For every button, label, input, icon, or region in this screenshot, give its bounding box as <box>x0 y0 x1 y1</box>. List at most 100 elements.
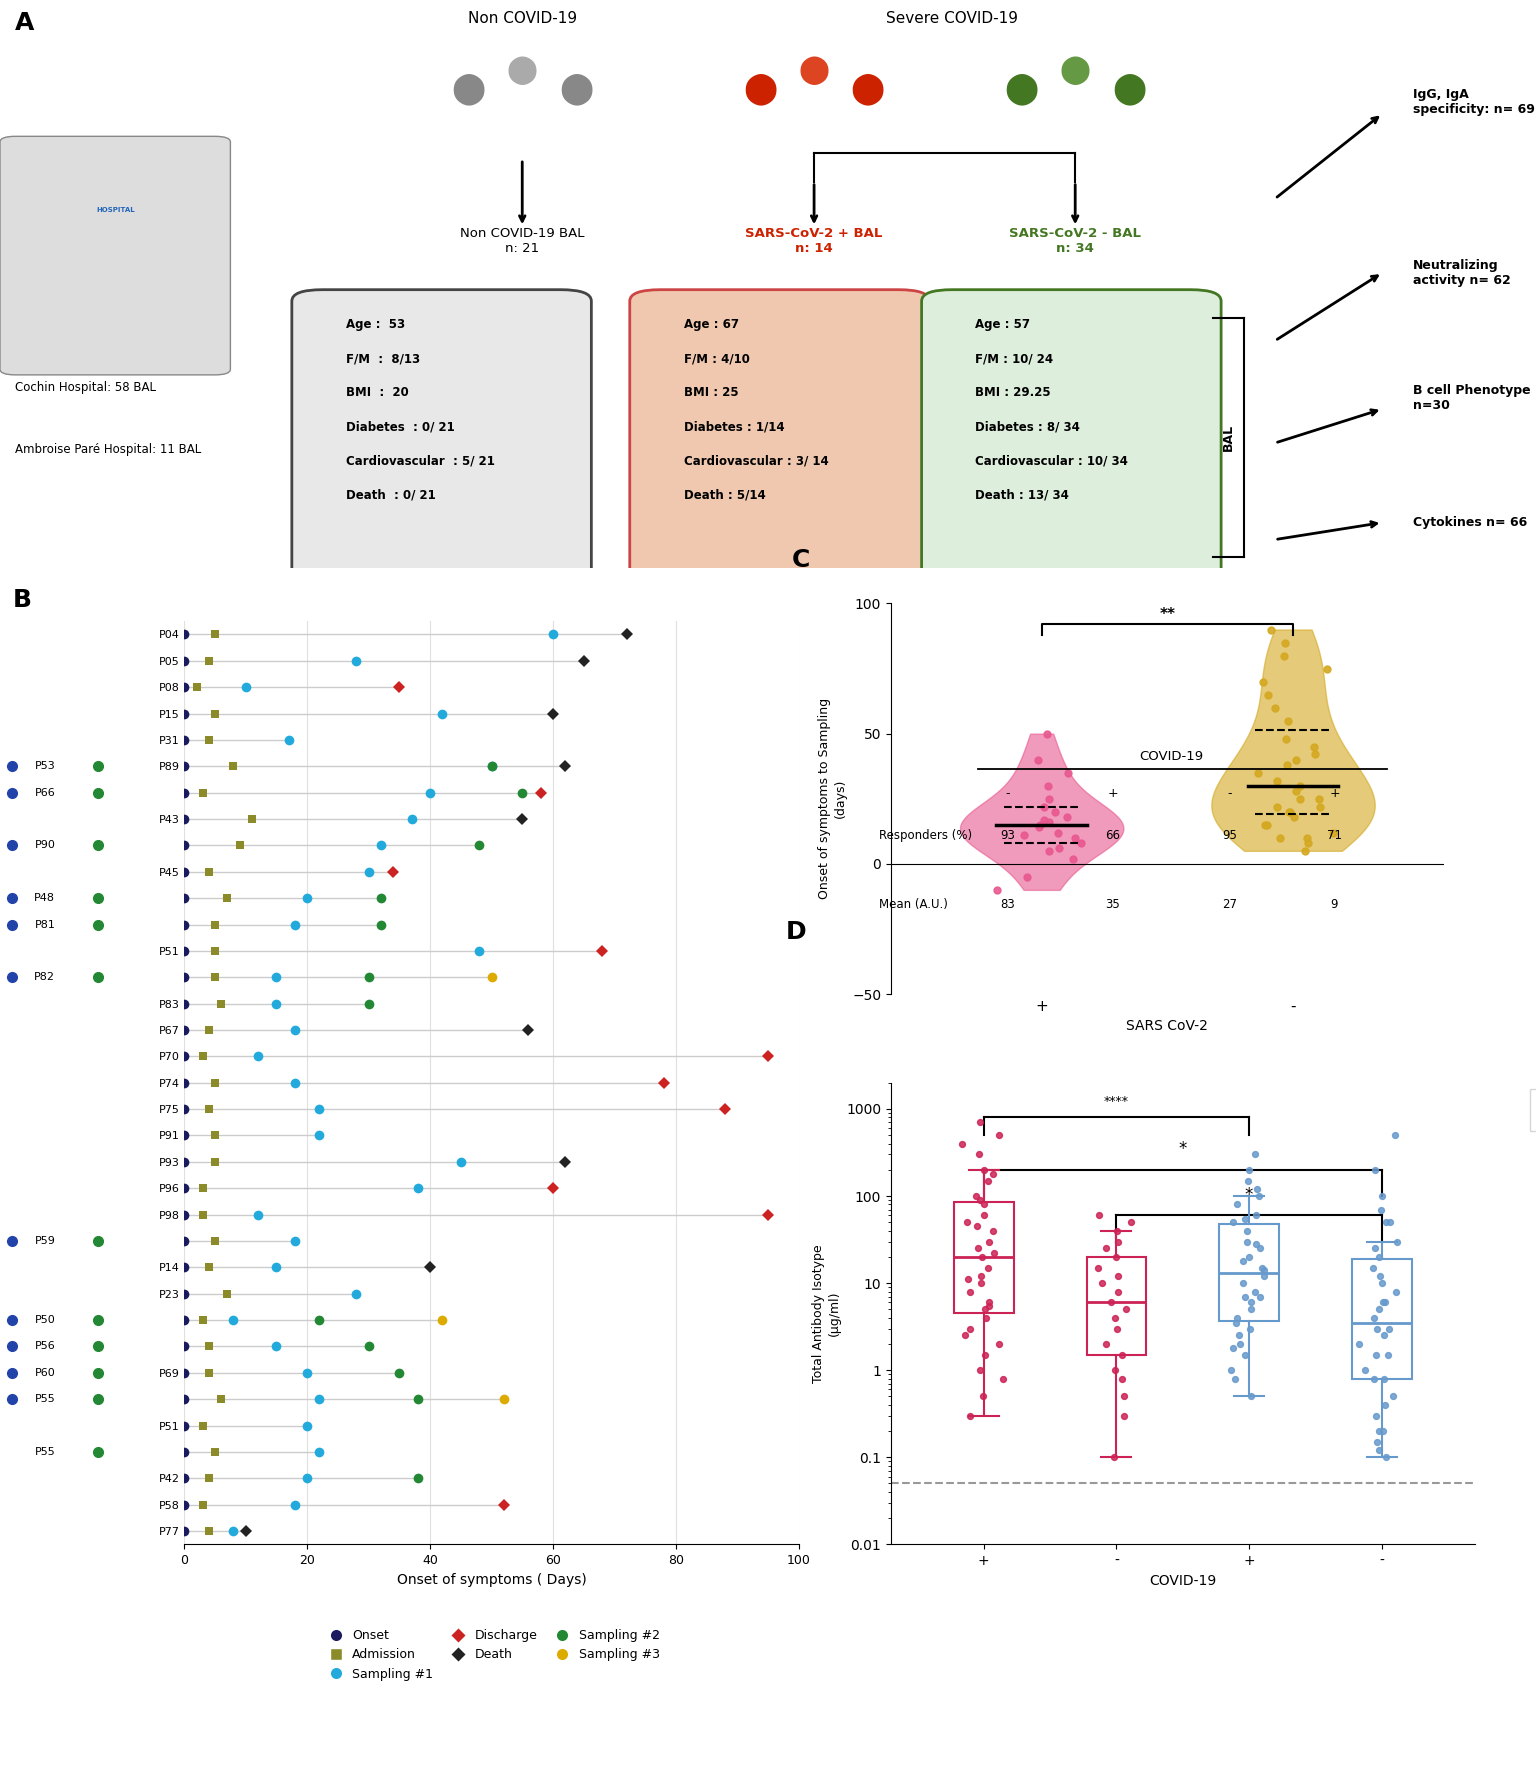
Point <box>1035 772 1060 801</box>
Point <box>957 1315 982 1344</box>
Point <box>1221 1209 1246 1237</box>
Text: ⬤: ⬤ <box>1005 75 1038 105</box>
Point <box>1273 724 1298 753</box>
Point <box>982 1159 1006 1187</box>
Point <box>1037 836 1061 864</box>
Point <box>1094 1234 1118 1262</box>
Point <box>1103 1356 1127 1384</box>
Text: ⬤: ⬤ <box>559 75 593 105</box>
Text: B: B <box>12 588 31 612</box>
Point <box>1266 767 1290 795</box>
Text: Responders (%): Responders (%) <box>879 829 972 841</box>
Point <box>1258 616 1283 644</box>
Text: P55: P55 <box>34 1393 55 1404</box>
FancyBboxPatch shape <box>292 289 591 579</box>
Point <box>1373 1209 1398 1237</box>
Point <box>1221 1333 1246 1361</box>
Point <box>1026 746 1051 774</box>
PathPatch shape <box>954 1202 1014 1314</box>
Point <box>974 1303 998 1331</box>
Point <box>968 1356 992 1384</box>
Point <box>1252 1262 1276 1290</box>
Point <box>1247 1282 1272 1310</box>
Point <box>1281 802 1306 831</box>
Text: 9: 9 <box>1330 898 1338 911</box>
Point <box>1370 1182 1395 1211</box>
Text: D: D <box>786 919 806 944</box>
Point <box>1382 1122 1407 1150</box>
Point <box>1235 1216 1260 1244</box>
Point <box>1252 1257 1276 1285</box>
Text: Age : 67

F/M : 4/10

BMI : 25

Diabetes : 1/14

Cardiovascular : 3/ 14

Death :: Age : 67 F/M : 4/10 BMI : 25 Diabetes : … <box>684 318 828 501</box>
Point <box>1224 1308 1249 1337</box>
Point <box>1112 1402 1137 1431</box>
Point <box>1046 834 1071 863</box>
Point <box>1384 1278 1409 1306</box>
Point <box>1303 740 1327 769</box>
Text: ⬤: ⬤ <box>799 57 829 85</box>
Text: COVID-19: COVID-19 <box>1140 751 1203 763</box>
Text: Non COVID-19: Non COVID-19 <box>467 11 578 27</box>
Text: +: + <box>1329 788 1339 801</box>
Point <box>1367 1262 1392 1290</box>
Text: HOSPITAL: HOSPITAL <box>95 208 135 213</box>
X-axis label: COVID-19: COVID-19 <box>1149 1573 1217 1587</box>
Point <box>1372 1365 1396 1393</box>
Point <box>1275 706 1299 735</box>
Point <box>1367 1296 1392 1324</box>
Text: +: + <box>1107 788 1118 801</box>
Text: 83: 83 <box>1000 898 1015 911</box>
Point <box>1373 1443 1398 1471</box>
Text: 93: 93 <box>1000 829 1015 841</box>
Point <box>1252 811 1276 840</box>
Point <box>1224 1303 1249 1331</box>
Text: Mean (A.U.): Mean (A.U.) <box>879 898 948 911</box>
Point <box>1367 1436 1392 1464</box>
Point <box>952 1321 977 1349</box>
Point <box>1086 1202 1111 1230</box>
Point <box>1244 1175 1269 1203</box>
Point <box>1014 863 1038 891</box>
Text: BAL: BAL <box>1223 424 1235 451</box>
Legend: Onset, Admission, Sampling #1, Discharge, Death, Sampling #2, Sampling #3: Onset, Admission, Sampling #1, Discharge… <box>318 1624 665 1686</box>
Text: ****: **** <box>1104 1095 1129 1108</box>
Point <box>1376 1315 1401 1344</box>
Point <box>1037 808 1061 836</box>
Point <box>1370 1416 1395 1445</box>
Text: P50: P50 <box>34 1315 55 1326</box>
Point <box>1055 802 1080 831</box>
Point <box>1243 1140 1267 1168</box>
Point <box>1236 1156 1261 1184</box>
Point <box>1373 1390 1398 1418</box>
Point <box>1292 836 1316 864</box>
Text: P81: P81 <box>34 919 55 930</box>
Point <box>1367 1242 1392 1271</box>
Point <box>1230 1269 1255 1298</box>
Point <box>1012 822 1037 850</box>
Point <box>982 1239 1006 1267</box>
Text: 71: 71 <box>1327 829 1342 841</box>
Point <box>1104 1315 1129 1344</box>
Point <box>1069 829 1094 857</box>
Text: ⬤: ⬤ <box>452 75 485 105</box>
Point <box>1243 1230 1267 1258</box>
Point <box>1376 1340 1401 1369</box>
Point <box>1249 1253 1273 1282</box>
Point <box>1278 797 1303 825</box>
Point <box>968 1140 992 1168</box>
X-axis label: SARS CoV-2: SARS CoV-2 <box>1126 1019 1209 1033</box>
Point <box>1243 1278 1267 1306</box>
Point <box>1284 746 1309 774</box>
Point <box>1364 1340 1389 1369</box>
Text: P48: P48 <box>34 893 55 903</box>
Point <box>955 1209 980 1237</box>
Text: P59: P59 <box>34 1235 55 1246</box>
PathPatch shape <box>1086 1257 1146 1354</box>
Text: A: A <box>15 11 35 36</box>
Point <box>1032 792 1057 820</box>
Point <box>969 1242 994 1271</box>
Point <box>971 1383 995 1411</box>
Point <box>965 1212 989 1241</box>
Point <box>1043 797 1068 825</box>
FancyBboxPatch shape <box>0 137 230 375</box>
